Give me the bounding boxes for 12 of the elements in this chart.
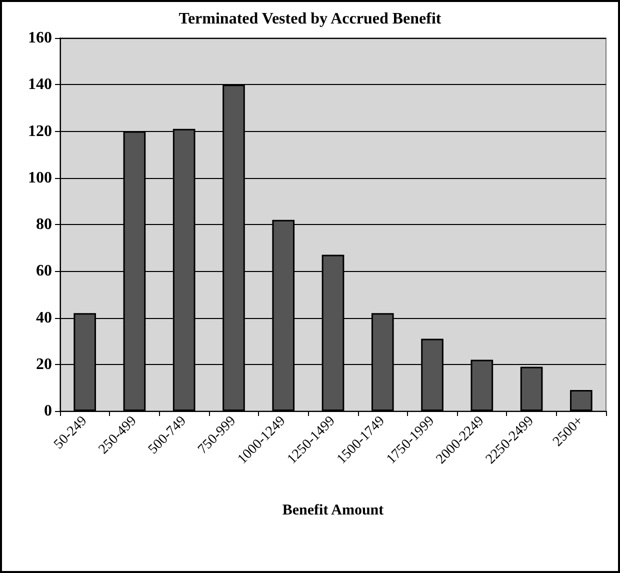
y-tick-label: 60 — [36, 262, 52, 280]
y-tick-label: 80 — [36, 216, 52, 233]
y-tick-label: 0 — [44, 402, 52, 420]
y-tick-label: 120 — [28, 122, 52, 140]
y-tick-label: 100 — [28, 169, 52, 186]
y-tick-label: 40 — [36, 309, 52, 326]
y-tick-label: 20 — [36, 356, 52, 373]
y-tick-label: 140 — [28, 76, 52, 94]
chart-title: Terminated Vested by Accrued Benefit — [178, 10, 442, 28]
bar — [570, 390, 592, 411]
x-axis-title: Benefit Amount — [282, 502, 384, 518]
y-tick-label: 160 — [28, 30, 52, 46]
